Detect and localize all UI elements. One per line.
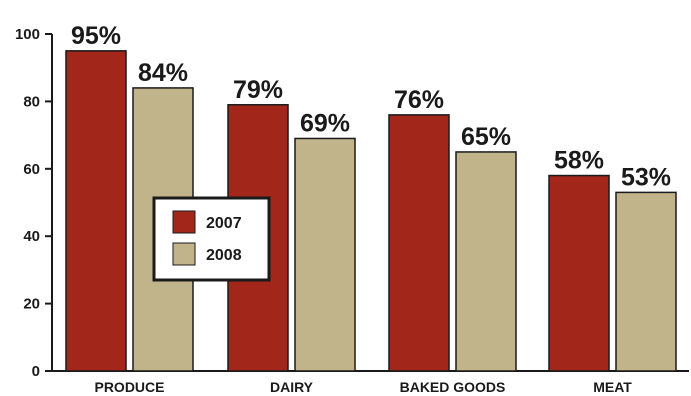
y-tick-label-60: 60 [23, 161, 40, 178]
bar-2008-baked-goods [455, 151, 517, 372]
data-label-2007-3: 58% [554, 147, 604, 175]
y-tick-label-100: 100 [15, 26, 40, 43]
bars [65, 50, 677, 372]
legend-label-2007: 2007 [206, 215, 242, 232]
data-label-2008-0: 84% [138, 59, 188, 87]
legend-label-2008: 2008 [206, 247, 242, 264]
data-label-2008-3: 53% [621, 163, 671, 191]
y-tick-label-20: 20 [23, 296, 40, 313]
bar-2007-meat [548, 174, 610, 372]
bar-2007-baked-goods [388, 114, 450, 372]
category-label-3: MEAT [593, 379, 632, 395]
legend-swatch-2008 [172, 242, 196, 266]
y-tick-label-80: 80 [23, 93, 40, 110]
bar-2007-produce [65, 50, 127, 372]
y-tick-label-40: 40 [23, 228, 40, 245]
bar-2008-meat [615, 191, 677, 372]
data-label-2008-1: 69% [300, 109, 350, 137]
category-label-0: PRODUCE [94, 379, 164, 395]
data-label-2007-1: 79% [233, 76, 283, 104]
category-label-2: BAKED GOODS [400, 379, 506, 395]
category-label-1: DAIRY [270, 379, 314, 395]
legend: 2007 2008 [152, 196, 271, 282]
data-label-2007-0: 95% [71, 22, 121, 50]
legend-swatch-2007 [172, 210, 196, 234]
data-label-2007-2: 76% [394, 86, 444, 114]
y-tick-label-0: 0 [32, 363, 40, 380]
legend-box [152, 196, 271, 282]
bar-2008-dairy [294, 137, 356, 372]
labels: PRODUCE DAIRY BAKED GOODS MEAT 95% 79% 76% 58% 8… [71, 22, 671, 395]
data-label-2008-2: 65% [461, 123, 511, 151]
